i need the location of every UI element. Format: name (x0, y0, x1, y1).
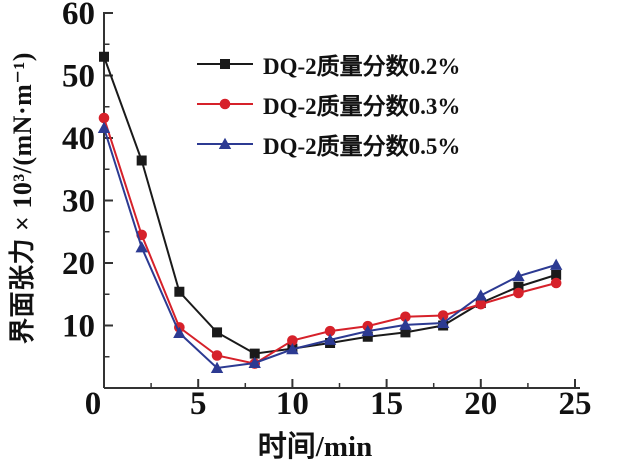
square-marker-icon (212, 327, 223, 338)
triangle-marker-icon (399, 318, 412, 330)
legend-item: DQ-2质量分数0.2% (196, 50, 461, 79)
circle-marker-icon (550, 277, 562, 289)
y-tick-label: 50 (62, 59, 95, 95)
triangle-marker-icon (549, 258, 563, 270)
triangle-marker-icon (173, 326, 186, 338)
legend-label: DQ-2质量分数0.3% (263, 94, 461, 119)
square-marker-icon (174, 286, 185, 297)
legend-square-marker-icon (197, 59, 253, 69)
square-marker-icon (249, 348, 260, 359)
x-tick-label: 10 (276, 386, 309, 422)
circle-marker-icon (287, 335, 298, 346)
legend-circle-marker-icon (197, 98, 253, 110)
triangle-marker-icon (210, 361, 224, 373)
triangle-marker-icon (248, 356, 261, 368)
circle-marker-icon (98, 112, 110, 124)
series-triangle (97, 121, 563, 373)
circle-marker-icon (324, 325, 336, 337)
y-tick-label: 40 (62, 121, 95, 157)
square-marker-icon (551, 269, 562, 280)
triangle-marker-icon (512, 269, 525, 282)
legend-label: DQ-2质量分数0.5% (263, 134, 461, 159)
circle-marker-icon (475, 298, 487, 310)
x-tick-label: 25 (559, 386, 592, 422)
y-axis-title: 界面张力 × 10³/(mN·m⁻¹) (8, 52, 37, 344)
circle-marker-icon (400, 311, 411, 323)
x-tick-label: 5 (190, 386, 207, 422)
y-tick-label: 20 (62, 246, 95, 282)
legend-item: DQ-2质量分数0.3% (196, 90, 461, 119)
circle-marker-icon (513, 287, 524, 299)
y-tick-label: 10 (62, 309, 95, 345)
triangle-marker-icon (218, 137, 232, 149)
square-marker-icon (220, 59, 230, 69)
legend-item: DQ-2质量分数0.5% (196, 130, 461, 159)
triangle-marker-icon (436, 316, 450, 328)
y-tick-label: 30 (62, 184, 95, 220)
square-marker-icon (362, 331, 373, 342)
circle-marker-icon (211, 350, 223, 361)
x-tick-label: 0 (85, 386, 102, 422)
triangle-marker-icon (323, 333, 337, 345)
square-marker-icon (400, 327, 411, 338)
triangle-marker-icon (361, 324, 374, 337)
triangle-marker-icon (286, 343, 299, 355)
square-marker-icon (513, 281, 524, 292)
x-tick-label: 20 (464, 386, 497, 422)
square-marker-icon (136, 155, 147, 166)
x-axis-title: 时间/min (257, 431, 373, 463)
triangle-marker-icon (135, 241, 148, 253)
y-tick-label: 60 (62, 0, 95, 32)
square-marker-icon (99, 51, 109, 62)
circle-marker-icon (219, 98, 231, 110)
legend-label: DQ-2质量分数0.2% (263, 54, 461, 79)
legend-triangle-marker-icon (197, 137, 253, 149)
triangle-marker-icon (474, 289, 487, 301)
circle-marker-icon (437, 310, 449, 321)
triangle-marker-icon (97, 121, 111, 133)
legend: DQ-2质量分数0.2% DQ-2质量分数0.3% DQ-2质量分数0.5% (196, 50, 461, 159)
x-tick-label: 15 (370, 386, 403, 422)
